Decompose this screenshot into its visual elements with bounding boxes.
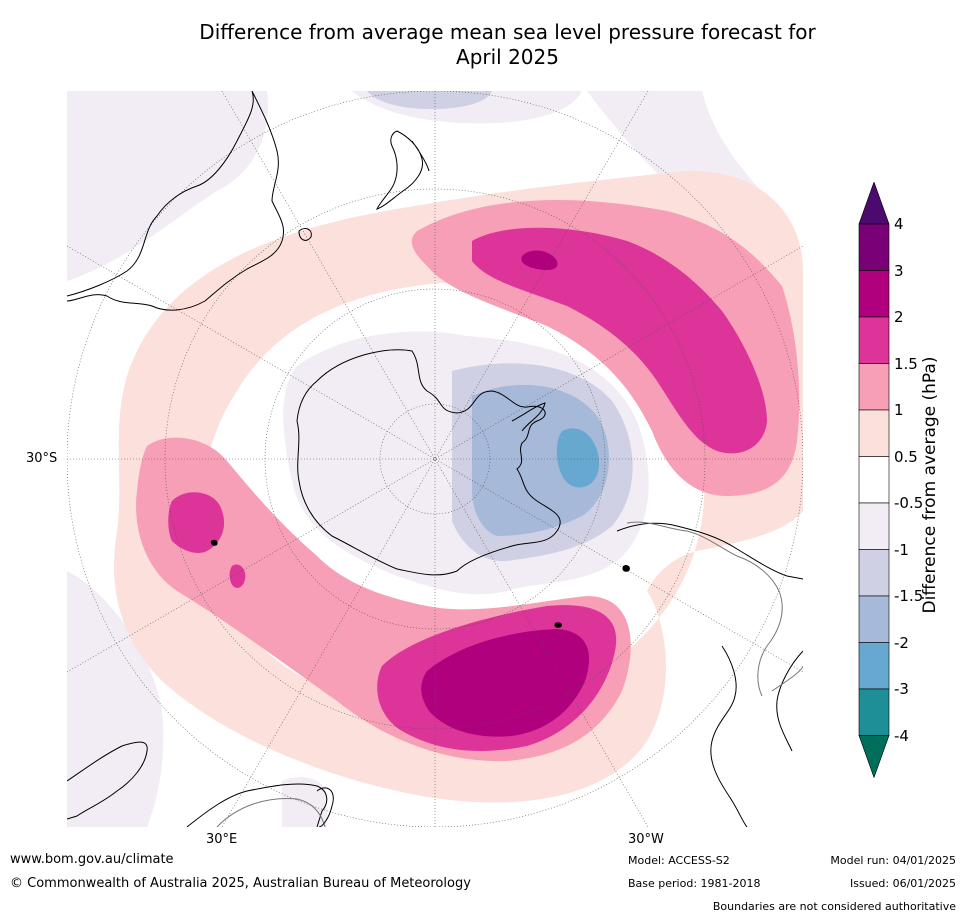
colorbar-tick-label: 1 <box>894 401 904 419</box>
footer-website: www.bom.gov.au/climate <box>10 852 174 867</box>
south-america-border <box>626 521 803 697</box>
title-line-2: April 2025 <box>456 45 559 69</box>
anomaly-region-neg-0.5-southwest <box>67 571 164 827</box>
colorbar-band <box>858 549 890 597</box>
madagascar-coastline <box>316 787 334 827</box>
graticule <box>67 91 803 827</box>
new-zealand-coastline <box>375 130 430 210</box>
colorbar-band <box>858 363 890 411</box>
colorbar-tick-label: 0.5 <box>894 447 918 466</box>
anomaly-region-1.5-northeast <box>472 227 767 454</box>
antarctica-coastline <box>296 349 561 576</box>
australia-coastline <box>67 91 285 311</box>
latitude-label-30s: 30°S <box>26 451 58 466</box>
colorbar-tick-label: -3 <box>894 680 909 698</box>
colorbar-tick-label: -4 <box>894 726 909 745</box>
colorbar-tick-label: -1.5 <box>894 587 924 605</box>
anomaly-region-1.5-small-west <box>229 564 246 588</box>
colorbar-tick-label: 1.5 <box>894 354 918 373</box>
footer-model: Model: ACCESS-S2 <box>628 854 730 867</box>
falkland-islands <box>622 564 630 572</box>
anomaly-region-2-northeast <box>521 250 558 271</box>
colorbar-band <box>858 502 890 550</box>
anomaly-region-neg-1-north <box>367 91 492 109</box>
footer-issued: Issued: 06/01/2025 <box>849 877 956 890</box>
colorbar-tick-label: 2 <box>894 308 904 326</box>
colorbar-title: Difference from average (hPa) <box>920 356 940 614</box>
longitude-label-30e: 30°E <box>206 832 238 847</box>
colorbar-band <box>858 270 890 318</box>
south-georgia-island <box>554 622 563 628</box>
footer-copyright: © Commonwealth of Australia 2025, Austra… <box>10 876 471 891</box>
anomaly-region-neg-2-antarctica <box>556 428 599 488</box>
colorbar-tick-label: 4 <box>894 215 904 233</box>
anomaly-region-1.5-west <box>168 492 225 553</box>
colorbar-scale <box>858 182 890 779</box>
colorbar-band <box>858 223 890 271</box>
colorbar-tick-label: -1 <box>894 540 909 559</box>
pressure-anomaly-map <box>67 91 803 827</box>
colorbar-tick-label: -0.5 <box>894 494 924 512</box>
kerguelen-island <box>210 539 218 546</box>
colorbar-band <box>858 642 890 690</box>
anomaly-region-neg-0.5-northeast <box>587 91 767 201</box>
africa-coastline <box>67 741 328 827</box>
chart-title: Difference from average mean sea level p… <box>140 20 875 70</box>
colorbar-band <box>858 595 890 643</box>
footer-model-run: Model run: 04/01/2025 <box>830 854 956 867</box>
colorbar-band <box>858 456 890 504</box>
antarctic-peninsula <box>511 402 546 432</box>
anomaly-region-0.5-ring <box>114 170 803 803</box>
colorbar: 4 3 2 1.5 1 0.5 -0.5 -1 -1.5 -2 -3 -4 <box>856 182 965 782</box>
title-line-1: Difference from average mean sea level p… <box>199 20 816 44</box>
africa-border <box>216 797 326 827</box>
colorbar-extend-top <box>858 182 890 225</box>
colorbar-tick-label: 3 <box>894 261 904 280</box>
colorbar-band <box>858 688 890 736</box>
colorbar-band <box>858 316 890 364</box>
colorbar-extend-bottom <box>858 735 890 779</box>
footer-disclaimer: Boundaries are not considered authoritat… <box>712 900 956 913</box>
anomaly-region-neg-1.5-antarctica <box>472 384 609 536</box>
anomaly-region-neg-0.5-northwest <box>67 91 268 281</box>
tasmania-coastline <box>298 228 312 241</box>
colorbar-tick-label: -2 <box>894 633 909 652</box>
anomaly-region-2-south <box>421 629 590 737</box>
footer-base-period: Base period: 1981-2018 <box>628 877 761 890</box>
longitude-label-30w: 30°W <box>628 832 664 847</box>
colorbar-band <box>858 409 890 457</box>
